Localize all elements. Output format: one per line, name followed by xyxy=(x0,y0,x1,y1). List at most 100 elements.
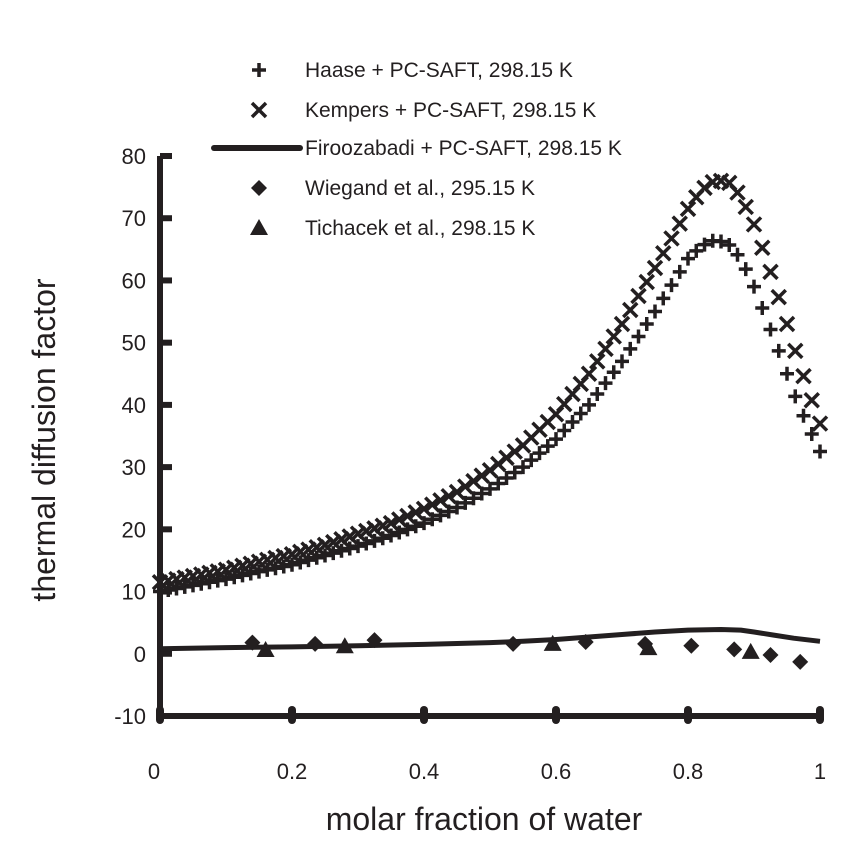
data-point xyxy=(309,550,324,565)
data-point xyxy=(745,216,763,233)
data-point xyxy=(646,259,664,277)
data-point xyxy=(763,322,778,337)
data-point xyxy=(425,512,440,527)
data-point xyxy=(754,239,771,257)
data-point xyxy=(415,500,433,518)
data-point xyxy=(473,467,490,484)
data-point xyxy=(549,432,563,447)
data-point xyxy=(762,647,779,664)
x-tick-label: 0.6 xyxy=(541,759,572,784)
data-point xyxy=(747,279,761,294)
data-point xyxy=(424,496,441,513)
data-point xyxy=(631,329,646,344)
data-point xyxy=(615,354,629,369)
data-point xyxy=(689,243,704,258)
series-line xyxy=(159,627,821,652)
data-point xyxy=(803,391,820,409)
data-point xyxy=(796,408,811,423)
data-point xyxy=(606,365,621,380)
y-tick-label: 50 xyxy=(122,331,146,356)
data-point xyxy=(465,472,482,490)
data-point xyxy=(565,415,580,429)
data-point xyxy=(391,511,408,528)
legend-entry-label: Tichacek et al., 298.15 K xyxy=(305,217,535,240)
data-point xyxy=(441,504,456,519)
y-tick-label: 20 xyxy=(122,517,146,542)
y-tick-label: 80 xyxy=(122,144,146,169)
data-point xyxy=(582,397,596,412)
legend-entry-label: Kempers + PC-SAFT, 298.15 K xyxy=(305,99,596,122)
data-point xyxy=(505,635,522,652)
data-point xyxy=(622,301,639,319)
series-diamond xyxy=(244,632,809,670)
legend-plus-symbol xyxy=(252,63,266,77)
y-tick-label: 10 xyxy=(122,580,146,605)
data-point xyxy=(714,234,728,249)
series-triangle xyxy=(256,634,760,659)
data-point xyxy=(507,465,522,480)
data-point xyxy=(243,566,258,581)
data-point xyxy=(730,247,745,262)
y-tick-label: 60 xyxy=(122,268,146,293)
data-point xyxy=(466,491,481,506)
data-point xyxy=(613,315,631,333)
data-point xyxy=(367,533,382,548)
data-point xyxy=(227,570,242,585)
data-point xyxy=(524,453,539,468)
x-axis-title: molar fraction of water xyxy=(326,801,643,837)
data-point xyxy=(417,516,431,531)
x-tick-label: 0.8 xyxy=(673,759,704,784)
data-point xyxy=(664,278,679,293)
data-point xyxy=(293,555,308,570)
data-point xyxy=(318,548,332,563)
data-point xyxy=(235,568,250,583)
data-point xyxy=(384,528,398,543)
data-point xyxy=(256,641,275,658)
data-point xyxy=(792,653,809,670)
data-point xyxy=(432,492,449,509)
data-point xyxy=(630,287,647,305)
data-point xyxy=(672,264,687,279)
data-point xyxy=(244,634,261,651)
data-point xyxy=(813,444,827,459)
data-point xyxy=(458,495,473,510)
data-point xyxy=(334,543,349,558)
x-tick-label: 0 xyxy=(148,759,160,784)
y-tick-label: -10 xyxy=(114,704,146,729)
data-point xyxy=(729,184,746,201)
data-point xyxy=(301,553,316,568)
data-point xyxy=(639,639,658,656)
data-point xyxy=(681,251,695,266)
data-point xyxy=(543,634,562,651)
data-point xyxy=(408,519,423,534)
data-point xyxy=(457,478,474,495)
legend: Haase + PC-SAFT, 298.15 K Kempers + PC-SA… xyxy=(211,59,622,240)
data-point xyxy=(359,536,374,551)
data-point xyxy=(656,291,671,306)
data-point xyxy=(335,637,354,654)
data-point xyxy=(787,342,804,360)
data-point xyxy=(326,546,341,561)
data-point xyxy=(638,273,655,291)
data-point xyxy=(400,522,415,537)
y-tick-label: 0 xyxy=(134,642,146,667)
data-point xyxy=(382,514,400,532)
x-tick-label: 0.4 xyxy=(409,759,440,784)
axes xyxy=(157,156,822,719)
data-point xyxy=(516,460,530,475)
data-point xyxy=(788,389,803,404)
legend-triangle-symbol xyxy=(250,219,268,235)
legend-diamond-symbol xyxy=(251,180,267,196)
data-point xyxy=(285,557,299,572)
y-tick-label: 70 xyxy=(122,206,146,231)
legend-entry-label: Firoozabadi + PC-SAFT, 298.15 K xyxy=(305,137,622,160)
y-tick-label: 40 xyxy=(122,393,146,418)
data-point xyxy=(655,244,672,262)
data-point xyxy=(589,353,606,370)
data-point xyxy=(679,200,697,218)
data-point xyxy=(366,632,383,649)
data-point xyxy=(433,508,448,523)
data-point xyxy=(219,572,233,587)
y-axis-title: thermal diffusion factor xyxy=(26,278,62,601)
